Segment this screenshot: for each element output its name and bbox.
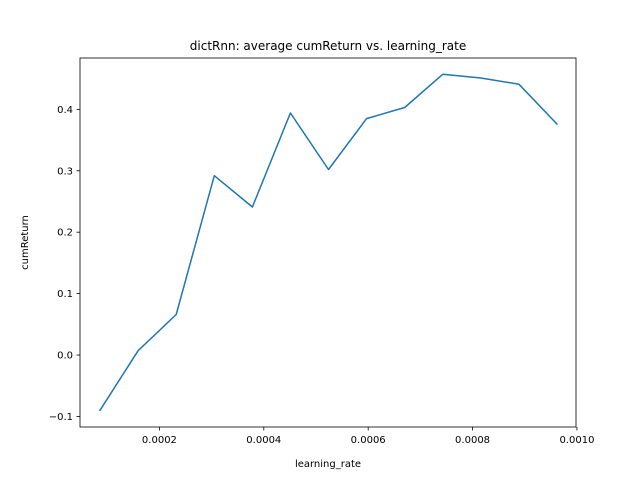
y-axis-label: cumReturn bbox=[20, 215, 31, 270]
chart-title: dictRnn: average cumReturn vs. learning_… bbox=[190, 39, 466, 53]
x-tick-label: 0.0004 bbox=[246, 435, 281, 446]
series-line bbox=[98, 73, 559, 412]
y-tick-label: 0.2 bbox=[57, 228, 73, 239]
y-tick-label: −0.1 bbox=[49, 412, 73, 423]
y-tick-label: 0.3 bbox=[57, 166, 73, 177]
plot-area bbox=[80, 58, 576, 427]
x-tick-label: 0.0008 bbox=[455, 435, 490, 446]
y-tick-label: 0.1 bbox=[57, 289, 73, 300]
plot-frame bbox=[79, 57, 577, 428]
y-tick-label: 0.4 bbox=[57, 105, 73, 116]
x-tick-label: 0.0006 bbox=[351, 435, 386, 446]
y-tick-label: 0.0 bbox=[57, 351, 73, 362]
x-tick-label: 0.0002 bbox=[142, 435, 177, 446]
x-axis-ticks: 0.0002 0.0004 0.0006 0.0008 0.0010 bbox=[142, 427, 594, 446]
x-axis-label: learning_rate bbox=[295, 459, 361, 470]
x-tick-label: 0.0010 bbox=[559, 435, 594, 446]
y-axis-ticks: −0.1 0.0 0.1 0.2 0.3 0.4 bbox=[49, 105, 80, 423]
